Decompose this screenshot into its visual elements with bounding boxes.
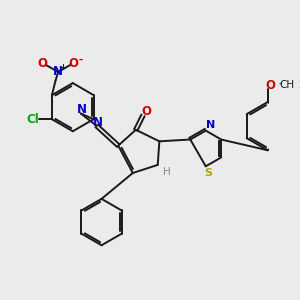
Text: S: S: [204, 167, 212, 178]
Text: O: O: [37, 56, 47, 70]
Text: N: N: [206, 120, 215, 130]
Text: 3: 3: [298, 81, 300, 90]
Text: -: -: [278, 78, 282, 88]
Text: CH: CH: [280, 80, 295, 90]
Text: N: N: [93, 116, 103, 129]
Text: O: O: [142, 106, 152, 118]
Text: +: +: [59, 63, 66, 72]
Text: N: N: [53, 65, 63, 78]
Text: H: H: [163, 167, 170, 177]
Text: Cl: Cl: [26, 113, 39, 126]
Text: O: O: [265, 79, 275, 92]
Text: N: N: [77, 103, 87, 116]
Text: O: O: [68, 56, 78, 70]
Text: -: -: [78, 54, 82, 64]
